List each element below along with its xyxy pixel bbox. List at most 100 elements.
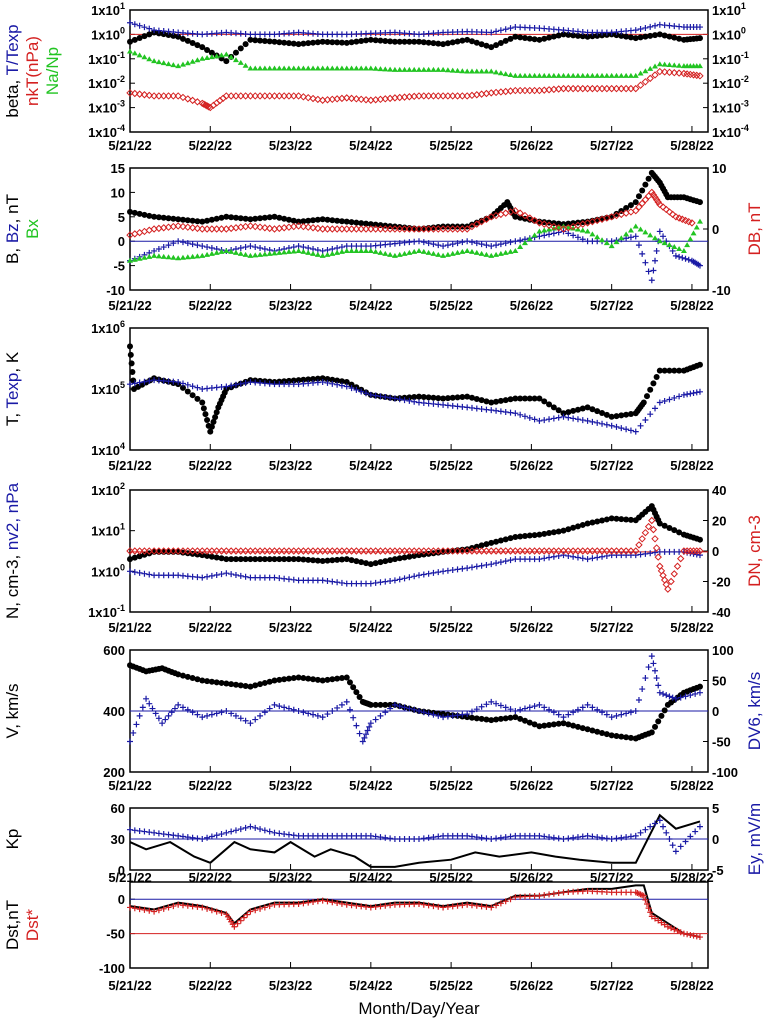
data-point	[406, 249, 413, 255]
data-point	[127, 19, 133, 26]
data-point	[127, 208, 133, 215]
data-point	[232, 249, 239, 255]
data-point	[430, 66, 437, 72]
data-point	[546, 891, 553, 898]
y-right-tick-label: 0	[712, 832, 719, 847]
data-point	[386, 547, 394, 555]
data-point	[381, 225, 389, 233]
data-point	[247, 36, 254, 43]
data-point	[131, 380, 138, 387]
data-point	[218, 555, 225, 562]
data-point	[136, 255, 143, 261]
data-point	[256, 223, 264, 231]
data-point	[202, 411, 209, 418]
data-point	[338, 225, 346, 233]
data-point	[517, 715, 524, 722]
data-point	[464, 565, 471, 572]
data-point	[672, 848, 679, 855]
data-point	[603, 547, 611, 555]
data-point	[521, 211, 529, 220]
data-point	[382, 709, 389, 716]
data-point	[473, 68, 480, 74]
data-point	[358, 559, 365, 566]
data-point	[266, 556, 273, 563]
data-point	[599, 517, 606, 524]
data-point	[189, 709, 196, 716]
data-point	[175, 63, 182, 69]
data-point	[271, 65, 278, 71]
data-point	[295, 708, 302, 714]
data-point	[502, 834, 509, 841]
data-point	[635, 203, 643, 211]
data-point	[488, 252, 495, 258]
data-point	[382, 701, 389, 708]
data-point	[478, 715, 485, 722]
data-point	[201, 101, 210, 109]
data-point	[613, 733, 620, 740]
data-point	[565, 711, 572, 718]
data-point	[319, 216, 326, 223]
data-point	[555, 528, 562, 535]
data-point	[212, 414, 219, 421]
data-point	[310, 375, 317, 382]
data-point	[642, 24, 649, 31]
data-point	[589, 727, 596, 734]
data-point	[208, 678, 215, 685]
y-right-tick-label: 40	[712, 483, 726, 498]
data-point	[212, 547, 221, 555]
data-point	[334, 900, 341, 907]
series-nv2	[127, 548, 703, 587]
data-point	[376, 547, 385, 555]
data-point	[696, 934, 703, 941]
data-point	[363, 560, 370, 567]
data-point	[314, 676, 321, 683]
data-point	[252, 716, 259, 723]
data-point	[526, 414, 533, 421]
data-point	[420, 225, 428, 233]
data-point	[483, 541, 490, 548]
data-point	[165, 712, 172, 719]
data-point	[223, 708, 230, 714]
data-point	[497, 250, 504, 256]
data-point	[411, 552, 418, 559]
data-point	[189, 253, 196, 259]
data-point	[526, 236, 533, 242]
data-point	[353, 558, 360, 565]
data-point	[463, 225, 471, 233]
data-point	[363, 247, 370, 253]
data-point	[599, 237, 606, 243]
data-point	[261, 827, 268, 834]
data-point	[204, 244, 211, 251]
data-point	[127, 343, 133, 350]
data-point	[435, 66, 442, 72]
data-point	[666, 61, 673, 67]
data-point	[300, 709, 307, 716]
data-point	[155, 59, 162, 65]
data-point	[511, 547, 520, 555]
data-point	[391, 38, 398, 45]
data-point	[348, 39, 355, 46]
data-point	[257, 712, 264, 719]
y-tick-label: 600	[103, 643, 125, 658]
data-point	[194, 835, 201, 842]
x-tick-label: 5/22/22	[189, 778, 232, 793]
data-point	[159, 720, 166, 727]
data-point	[334, 65, 341, 71]
data-point	[420, 248, 427, 254]
data-point	[377, 249, 384, 255]
x-tick-label: 5/21/22	[108, 298, 151, 313]
data-point	[242, 62, 249, 68]
panel-beta: 1x1011x1001x10-11x10-21x10-31x10-41x1011…	[3, 1, 749, 140]
data-point	[146, 907, 153, 914]
series-dv6	[127, 653, 703, 745]
data-point	[661, 367, 668, 374]
data-point	[473, 220, 481, 228]
data-point	[502, 37, 509, 44]
data-point	[227, 92, 235, 100]
data-point	[677, 929, 684, 936]
data-point	[555, 224, 562, 230]
data-point	[594, 706, 601, 713]
y-tick-label: -100	[99, 961, 125, 976]
data-point	[588, 84, 597, 93]
data-point	[146, 31, 153, 38]
